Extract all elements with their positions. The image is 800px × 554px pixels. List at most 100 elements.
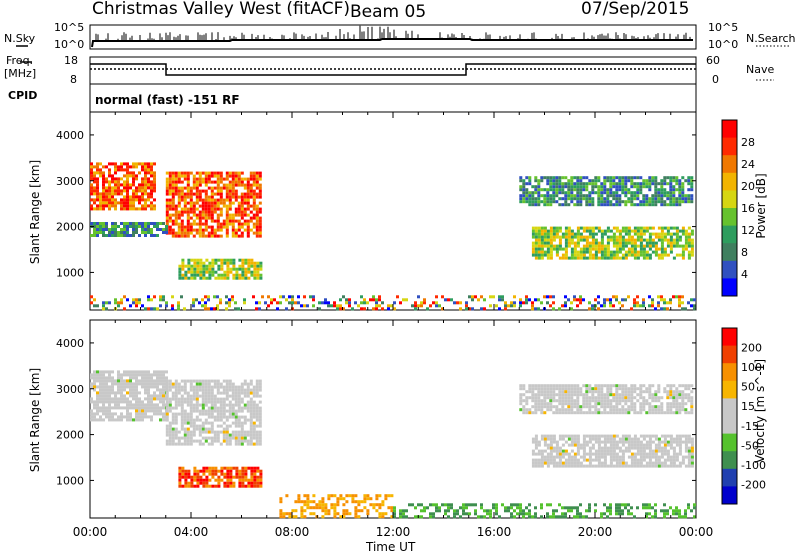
- heatmap-cell: [144, 192, 147, 196]
- heatmap-cell: [141, 385, 144, 389]
- heatmap-cell: [684, 437, 688, 441]
- heatmap-cell: [141, 403, 144, 407]
- heatmap-cell: [558, 191, 562, 195]
- heatmap-cell: [238, 478, 242, 482]
- heatmap-cell: [126, 234, 129, 237]
- heatmap-cell: [594, 411, 598, 415]
- heatmap-cell: [144, 231, 147, 234]
- heatmap-cell: [93, 373, 96, 377]
- heatmap-cell: [561, 449, 565, 453]
- heatmap-cell: [570, 387, 574, 391]
- heatmap-cell: [453, 509, 456, 513]
- heatmap-cell: [108, 201, 111, 205]
- heatmap-cell: [168, 207, 172, 211]
- heatmap-cell: [186, 195, 190, 199]
- heatmap-cell: [648, 434, 652, 438]
- heatmap-cell: [105, 189, 108, 193]
- heatmap-cell: [217, 478, 221, 482]
- heatmap-cell: [258, 189, 262, 193]
- heatmap-cell: [555, 182, 559, 186]
- heatmap-cell: [342, 295, 345, 299]
- heatmap-cell: [399, 515, 402, 519]
- heatmap-cell: [537, 399, 541, 403]
- heatmap-cell: [540, 393, 544, 397]
- heatmap-cell: [558, 393, 562, 397]
- heatmap-cell: [229, 267, 233, 271]
- heatmap-cell: [153, 403, 156, 407]
- heatmap-cell: [90, 186, 93, 190]
- heatmap-cell: [237, 388, 241, 392]
- heatmap-cell: [618, 437, 622, 441]
- heatmap-cell: [558, 197, 562, 201]
- heatmap-cell: [150, 222, 153, 225]
- heatmap-cell: [606, 253, 610, 257]
- heatmap-cell: [228, 192, 232, 196]
- heatmap-cell: [549, 387, 553, 391]
- heatmap-cell: [252, 388, 256, 392]
- heatmap-cell: [480, 503, 483, 507]
- heatmap-cell: [654, 396, 658, 400]
- heatmap-cell: [564, 241, 568, 245]
- heatmap-cell: [519, 200, 523, 204]
- heatmap-cell: [174, 379, 178, 383]
- heatmap-cell: [171, 418, 175, 422]
- heatmap-cell: [678, 188, 682, 192]
- heatmap-cell: [237, 436, 241, 440]
- heatmap-cell: [591, 393, 595, 397]
- heatmap-cell: [174, 183, 178, 187]
- heatmap-cell: [378, 304, 381, 308]
- heatmap-cell: [657, 304, 660, 308]
- heatmap-cell: [657, 390, 661, 394]
- heatmap-cell: [531, 390, 535, 394]
- heatmap-cell: [199, 475, 203, 479]
- heatmap-cell: [225, 195, 229, 199]
- heatmap-cell: [165, 198, 169, 202]
- heatmap-cell: [645, 194, 649, 198]
- heatmap-cell: [93, 385, 96, 389]
- heatmap-cell: [543, 411, 547, 415]
- heatmap-cell: [534, 191, 538, 195]
- heatmap-cell: [654, 515, 657, 519]
- heatmap-cell: [252, 198, 256, 202]
- heatmap-cell: [258, 430, 262, 434]
- heatmap-cell: [681, 408, 685, 412]
- heatmap-cell: [171, 201, 175, 205]
- heatmap-cell: [573, 399, 577, 403]
- heatmap-cell: [555, 515, 558, 519]
- heatmap-cell: [198, 433, 202, 437]
- heatmap-cell: [570, 191, 574, 195]
- heatmap-cell: [219, 412, 223, 416]
- heatmap-cell: [375, 298, 378, 302]
- heatmap-cell: [117, 370, 120, 374]
- heatmap-cell: [591, 244, 595, 248]
- heatmap-cell: [201, 171, 205, 175]
- heatmap-cell: [681, 390, 685, 394]
- heatmap-cell: [171, 195, 175, 199]
- heatmap-cell: [255, 207, 259, 211]
- heatmap-cell: [582, 247, 586, 251]
- heatmap-cell: [621, 176, 625, 180]
- heatmap-cell: [256, 478, 260, 482]
- heatmap-cell: [582, 182, 586, 186]
- heatmap-cell: [633, 411, 637, 415]
- heatmap-cell: [660, 185, 664, 189]
- heatmap-cell: [621, 408, 625, 412]
- heatmap-cell: [123, 183, 126, 187]
- heatmap-cell: [141, 180, 144, 184]
- heatmap-cell: [306, 304, 309, 308]
- heatmap-cell: [675, 464, 679, 468]
- heatmap-cell: [183, 207, 187, 211]
- heatmap-cell: [540, 244, 544, 248]
- heatmap-cell: [603, 411, 607, 415]
- heatmap-cell: [189, 394, 193, 398]
- heatmap-cell: [300, 512, 304, 516]
- heatmap-cell: [132, 204, 135, 208]
- heatmap-cell: [363, 307, 366, 311]
- heatmap-cell: [522, 393, 526, 397]
- heatmap-cell: [216, 433, 220, 437]
- heatmap-cell: [576, 229, 580, 233]
- heatmap-cell: [117, 376, 120, 380]
- heatmap-cell: [111, 201, 114, 205]
- heatmap-cell: [207, 307, 210, 311]
